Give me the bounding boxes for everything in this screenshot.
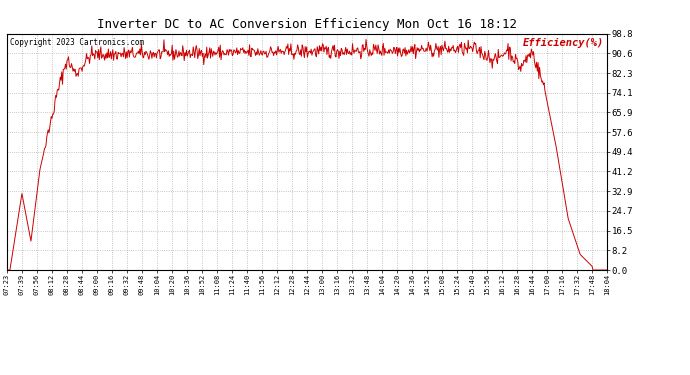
Title: Inverter DC to AC Conversion Efficiency Mon Oct 16 18:12: Inverter DC to AC Conversion Efficiency … <box>97 18 517 31</box>
Text: Efficiency(%): Efficiency(%) <box>523 39 604 48</box>
Text: Copyright 2023 Cartronics.com: Copyright 2023 Cartronics.com <box>10 39 144 48</box>
